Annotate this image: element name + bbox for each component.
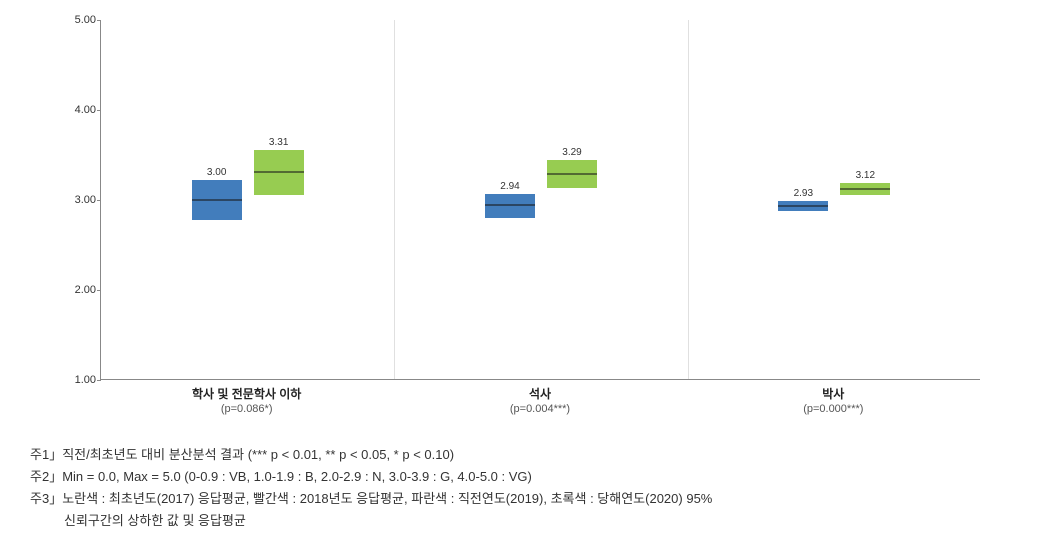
panel-separator xyxy=(688,20,689,379)
footnotes: 주1」직전/최초년도 대비 분산분석 결과 (*** p < 0.01, ** … xyxy=(30,445,1010,534)
group-sublabel: (p=0.086*) xyxy=(100,403,393,415)
footnote-3a: 주3」노란색 : 최초년도(2017) 응답평균, 빨간색 : 2018년도 응… xyxy=(30,489,1010,509)
value-label: 3.31 xyxy=(269,137,288,148)
value-label: 2.94 xyxy=(500,181,519,192)
group-sublabel: (p=0.004***) xyxy=(393,403,686,415)
y-tick-label: 4.00 xyxy=(61,104,96,116)
ci-box xyxy=(840,183,890,196)
value-label: 2.93 xyxy=(794,188,813,199)
mean-line xyxy=(840,188,890,190)
footnote-2: 주2」Min = 0.0, Max = 5.0 (0-0.9 : VB, 1.0… xyxy=(30,467,1010,487)
mean-line xyxy=(254,171,304,173)
mean-line xyxy=(485,204,535,206)
y-tick-label: 3.00 xyxy=(61,194,96,206)
group-label: 석사 xyxy=(393,385,686,402)
mean-line xyxy=(192,199,242,201)
value-label: 3.29 xyxy=(562,147,581,158)
group-label: 박사 xyxy=(687,385,980,402)
group-label: 학사 및 전문학사 이하 xyxy=(100,385,393,402)
chart-area: 1.00 2.00 3.00 4.00 5.00 3.00 3.31 2.94 3.29 2.93… xyxy=(60,10,1000,430)
panel-separator xyxy=(394,20,395,379)
value-label: 3.00 xyxy=(207,167,226,178)
y-tick-label: 2.00 xyxy=(61,284,96,296)
ci-box xyxy=(254,150,304,196)
ci-box xyxy=(485,194,535,218)
ci-box xyxy=(547,160,597,189)
value-label: 3.12 xyxy=(856,170,875,181)
y-tick-label: 5.00 xyxy=(61,14,96,26)
mean-line xyxy=(547,173,597,175)
mean-line xyxy=(778,205,828,207)
group-sublabel: (p=0.000***) xyxy=(687,403,980,415)
footnote-3b: 신뢰구간의 상하한 값 및 응답평균 xyxy=(30,511,1010,531)
y-tick-label: 1.00 xyxy=(61,374,96,386)
footnote-1: 주1」직전/최초년도 대비 분산분석 결과 (*** p < 0.01, ** … xyxy=(30,445,1010,465)
ci-box xyxy=(778,201,828,211)
ci-box xyxy=(192,180,242,220)
plot-region: 1.002.003.004.005.003.003.312.943.292.93… xyxy=(100,20,980,380)
